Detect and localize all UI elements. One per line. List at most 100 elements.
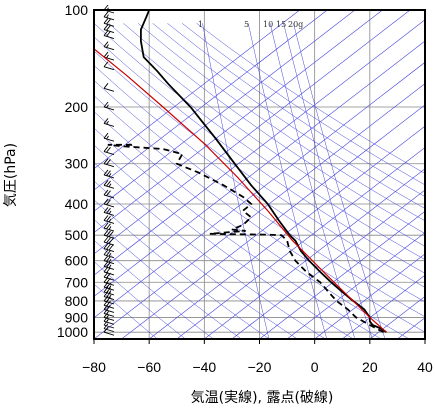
wind-barb-flag	[103, 229, 109, 236]
y-tick-label: 900	[65, 309, 89, 325]
dry-adiabat-line	[123, 23, 425, 234]
wind-barb-staff	[103, 309, 115, 313]
wind-barb-half-flag	[106, 120, 109, 125]
wind-barb	[103, 222, 115, 232]
wind-barb-staff	[103, 137, 115, 142]
wind-barb	[103, 61, 115, 71]
wind-barb	[103, 169, 115, 179]
wind-barb-flag	[103, 41, 109, 47]
wind-barb	[103, 229, 115, 239]
wind-barb-flag	[106, 250, 111, 256]
wind-barb-flag	[106, 300, 111, 307]
wind-barb-staff	[103, 66, 115, 71]
wind-barb-flag	[106, 170, 111, 176]
wind-barb	[103, 83, 115, 92]
y-tick-label: 700	[65, 274, 89, 290]
dry-adiabat-line	[137, 23, 425, 222]
wind-barb-staff	[103, 328, 115, 333]
wind-barb-staff	[103, 194, 115, 199]
wind-barb-flag	[103, 189, 109, 196]
wind-barb-flag	[103, 243, 109, 249]
wind-barb-half-flag	[108, 210, 112, 215]
wind-barb-flag	[103, 255, 109, 261]
mixing-ratio-line	[293, 23, 386, 339]
wind-barb-flag	[106, 256, 111, 262]
wind-barb-staff	[103, 16, 115, 21]
wind-barb-half-flag	[106, 310, 109, 315]
wind-barb-flag	[103, 30, 109, 36]
wind-barb-flag	[106, 291, 111, 298]
wind-barb-flag	[108, 231, 114, 237]
isotherm-line	[342, 274, 425, 339]
wind-barb-half-flag	[108, 183, 112, 188]
wind-barb-staff	[103, 163, 115, 168]
wind-barb-staff	[103, 281, 115, 286]
wind-barb	[103, 24, 115, 33]
wind-barb-staff	[103, 106, 115, 111]
mixing-ratio-label: 5	[244, 20, 249, 29]
wind-barb-flag	[103, 249, 109, 256]
wind-barb-flag	[103, 180, 109, 186]
mixing-ratio-line	[283, 23, 373, 339]
wind-barb-flag	[103, 323, 109, 329]
wind-barb-half-flag	[108, 218, 112, 223]
wind-barb-flag	[103, 83, 109, 89]
wind-barb	[103, 118, 115, 127]
dry-adiabat-line	[94, 127, 382, 339]
x-tick-label: −40	[192, 359, 216, 375]
wind-barb-flag	[103, 198, 109, 205]
dry-adiabat-line	[94, 162, 326, 339]
wind-barb-staff	[103, 29, 115, 33]
y-tick-label: 300	[65, 156, 89, 172]
wind-barb-flag	[103, 24, 109, 30]
wind-barb-staff	[103, 46, 115, 51]
mixing-ratio-label: 15	[276, 20, 286, 29]
wind-barb-flag	[106, 190, 111, 196]
y-tick-label: 400	[65, 196, 89, 212]
isotherm-line	[148, 125, 425, 339]
wind-barb-flag	[103, 222, 109, 229]
wind-barb-flag	[103, 132, 109, 139]
wind-barbs	[103, 4, 115, 336]
isotherm-line	[259, 210, 425, 339]
wind-barb	[103, 132, 115, 142]
wind-barb	[103, 207, 115, 216]
wind-barb-flag	[103, 158, 109, 164]
wind-barb	[103, 198, 115, 208]
wind-barb-half-flag	[108, 264, 112, 269]
wind-barb-flag	[106, 30, 111, 37]
wind-barb-half-flag	[108, 285, 112, 289]
x-tick-label: −60	[137, 359, 161, 375]
wind-barb	[103, 11, 115, 21]
wind-barb-staff	[103, 300, 115, 305]
isotherm-line	[94, 10, 356, 212]
x-tick-label: 0	[311, 359, 319, 375]
wind-barb	[103, 146, 115, 155]
isotherm-line	[94, 19, 425, 276]
wind-barb-half-flag	[108, 252, 112, 257]
wind-barb-flag	[106, 180, 111, 187]
dry-adiabat-line	[94, 180, 298, 339]
dry-adiabat-line	[94, 23, 425, 260]
dry-adiabat-line	[152, 23, 425, 209]
mixing-ratio-line	[202, 23, 270, 339]
wind-barb	[103, 41, 115, 51]
isotherm-line	[94, 61, 425, 319]
wind-barb-staff	[103, 304, 115, 309]
wind-barb-half-flag	[108, 173, 112, 177]
dry-adiabat-line	[196, 23, 425, 174]
wind-barb-flag	[106, 25, 111, 31]
wind-barb-half-flag	[106, 314, 109, 319]
wind-barb	[103, 261, 115, 270]
mixing-ratio-labels: 1 5 10 15 20g	[198, 20, 303, 29]
wind-barb-flag	[103, 215, 109, 221]
dry-adiabat-line	[94, 199, 270, 339]
dry-adiabat-line	[94, 144, 354, 339]
x-tick-label: −80	[82, 359, 106, 375]
wind-barb-flag	[108, 244, 114, 251]
mixing-ratio-label: 1	[198, 20, 203, 29]
dry-adiabat-line	[94, 95, 425, 333]
wind-barb-flag	[106, 230, 111, 237]
wind-barb	[103, 101, 115, 111]
